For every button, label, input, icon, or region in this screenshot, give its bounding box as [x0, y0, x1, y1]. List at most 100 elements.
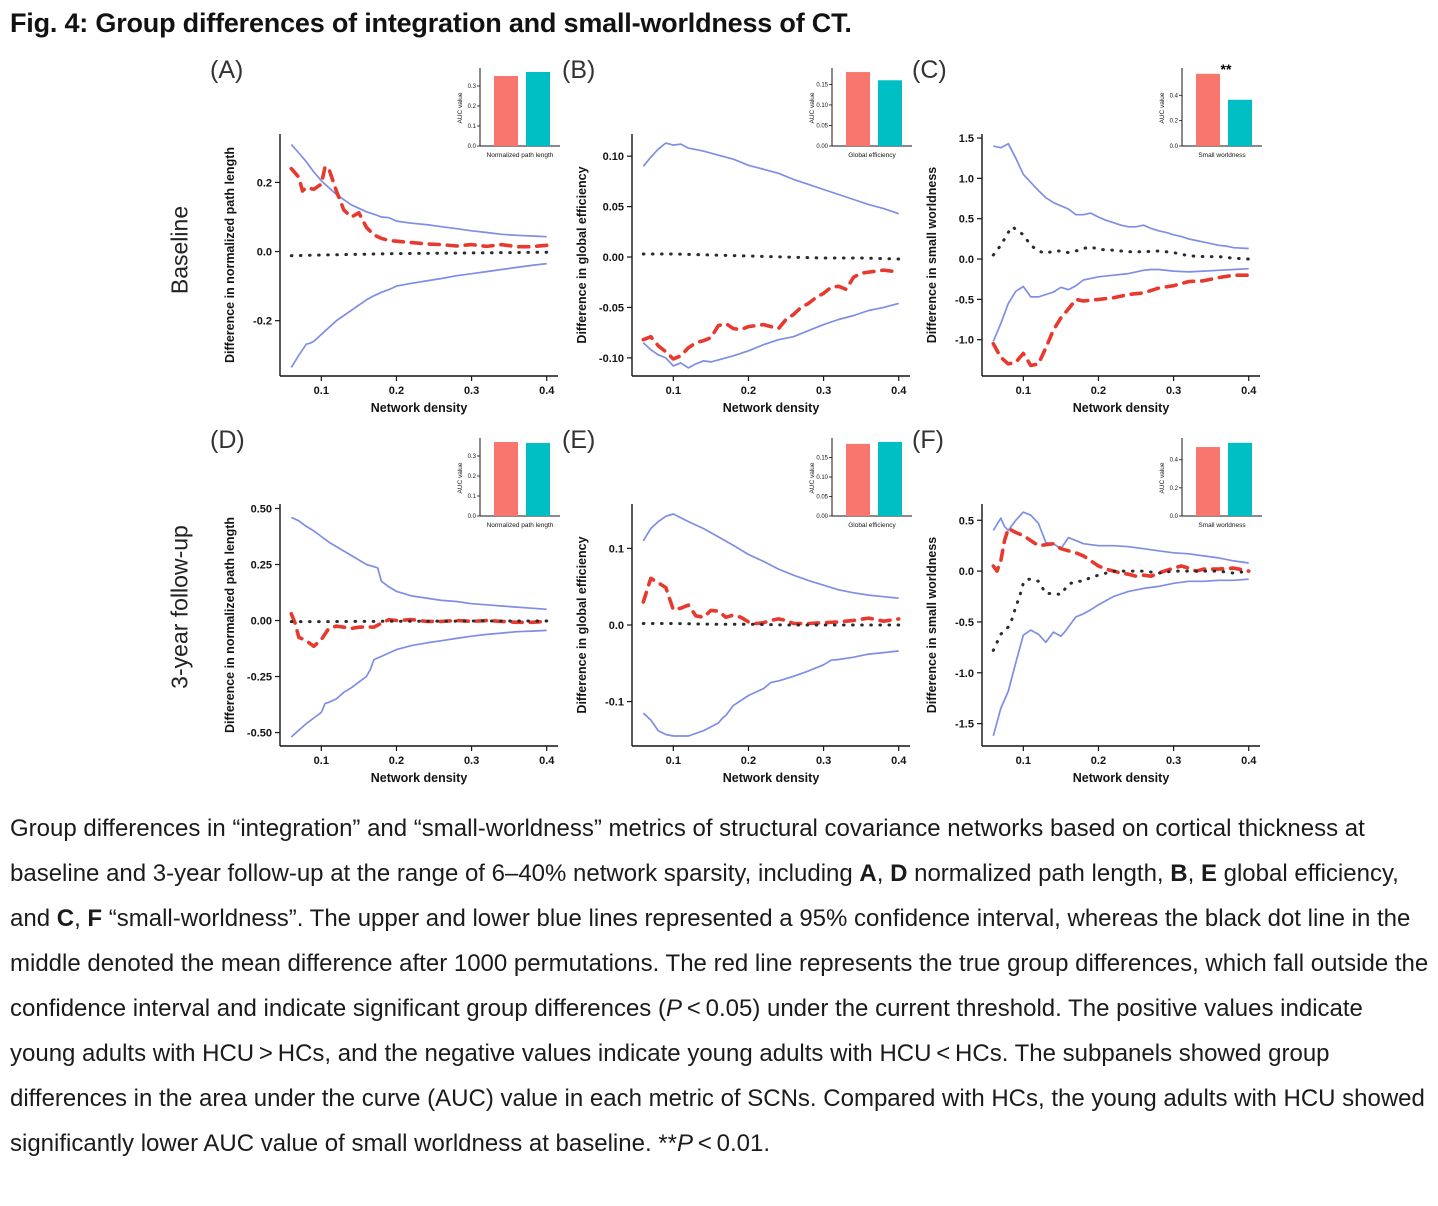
svg-text:0.10: 0.10: [603, 151, 624, 163]
svg-text:0.0: 0.0: [1170, 144, 1179, 150]
svg-text:-0.2: -0.2: [253, 316, 272, 328]
panel-c: (C) 1.5 1.0 0.5 0.0 -0.5 -1.0 0.1 0.2 0.3 0.4 Netw…: [912, 56, 1268, 424]
svg-text:Global efficiency: Global efficiency: [848, 522, 896, 529]
svg-text:0.1: 0.1: [314, 385, 329, 397]
svg-text:AUC value: AUC value: [809, 92, 816, 123]
svg-text:0.4: 0.4: [891, 755, 907, 767]
panel-c-chart: 1.5 1.0 0.5 0.0 -0.5 -1.0 0.1 0.2 0.3 0.4 Network …: [925, 133, 1260, 415]
svg-text:Network density: Network density: [371, 401, 468, 415]
svg-text:Difference in global efficienc: Difference in global efficiency: [575, 536, 589, 713]
svg-text:AUC value: AUC value: [457, 92, 464, 123]
svg-text:0.1: 0.1: [666, 755, 681, 767]
svg-text:0.0: 0.0: [468, 144, 477, 150]
svg-text:1.5: 1.5: [959, 133, 974, 145]
svg-text:0.4: 0.4: [1170, 93, 1179, 99]
panel-d-label: (D): [210, 426, 245, 454]
svg-text:Difference in normalized path: Difference in normalized path length: [223, 517, 237, 733]
svg-text:0.25: 0.25: [251, 560, 272, 572]
panel-e: (E) 0.1 0.0 -0.1 0.1 0.2 0.3 0.4 Network densit…: [562, 426, 918, 794]
svg-text:0.05: 0.05: [816, 495, 828, 501]
svg-text:0.00: 0.00: [816, 144, 828, 150]
svg-text:Normalized path length: Normalized path length: [487, 152, 554, 159]
panel-f-label: (F): [912, 426, 944, 454]
svg-text:0.2: 0.2: [257, 177, 272, 189]
panel-b-chart: 0.10 0.05 0.00 -0.05 -0.10 0.1 0.2 0.3 0.4 Networ…: [575, 134, 910, 415]
svg-text:0.00: 0.00: [816, 514, 828, 520]
svg-text:-1.0: -1.0: [955, 335, 974, 347]
svg-text:0.05: 0.05: [816, 123, 828, 129]
svg-text:0.10: 0.10: [816, 475, 828, 481]
svg-text:-0.1: -0.1: [605, 697, 624, 709]
svg-text:0.4: 0.4: [1170, 458, 1179, 464]
svg-text:AUC value: AUC value: [1159, 92, 1166, 123]
svg-text:Difference in small worldness: Difference in small worldness: [925, 537, 939, 713]
panel-c-label: (C): [912, 56, 947, 84]
svg-text:-1.0: -1.0: [955, 668, 974, 680]
svg-text:0.1: 0.1: [1016, 385, 1031, 397]
panel-d-chart: 0.50 0.25 0.00 -0.25 -0.50 0.1 0.2 0.3 0.4 Networ…: [223, 503, 558, 785]
svg-text:0.4: 0.4: [891, 385, 907, 397]
svg-text:Network density: Network density: [1073, 401, 1170, 415]
svg-text:0.3: 0.3: [816, 755, 831, 767]
svg-text:0.3: 0.3: [464, 385, 479, 397]
panel-a: (A) 0.2 0.0 -0.2 0.1 0.2 0.3 0.4 Network densit…: [210, 56, 566, 424]
panel-d-inset-bars: 0.0 0.1 0.2 0.3 Normalized path length AUC va…: [457, 438, 560, 529]
panel-a-chart: 0.2 0.0 -0.2 0.1 0.2 0.3 0.4 Network density Dif…: [223, 134, 558, 415]
svg-text:Network density: Network density: [371, 771, 468, 785]
svg-text:AUC value: AUC value: [809, 462, 816, 493]
svg-text:0.00: 0.00: [251, 616, 272, 628]
svg-text:-0.10: -0.10: [599, 353, 624, 365]
figure-title: Fig. 4: Group differences of integration…: [10, 8, 852, 38]
panel-a-inset-bars: 0.0 0.1 0.2 0.3 Normalized path length AUC va…: [457, 68, 560, 159]
svg-text:-0.25: -0.25: [247, 672, 272, 684]
panel-f-inset-bars: 0.0 0.2 0.4 Small worldness AUC value: [1159, 438, 1262, 529]
svg-text:0.0: 0.0: [257, 247, 272, 259]
svg-text:0.1: 0.1: [468, 494, 477, 500]
svg-text:0.0: 0.0: [959, 566, 974, 578]
figure-panels: Baseline 3-year follow-up (A) 0.2 0.0 -0.2…: [0, 50, 1438, 806]
svg-text:Small worldness: Small worldness: [1198, 522, 1246, 529]
panel-e-chart: 0.1 0.0 -0.1 0.1 0.2 0.3 0.4 Network density Dif…: [575, 504, 910, 785]
svg-text:0.05: 0.05: [603, 202, 624, 214]
svg-text:0.50: 0.50: [251, 503, 272, 515]
svg-text:0.3: 0.3: [468, 454, 477, 460]
svg-text:0.2: 0.2: [389, 755, 404, 767]
svg-text:0.4: 0.4: [1241, 385, 1257, 397]
svg-text:0.00: 0.00: [603, 252, 624, 264]
svg-text:0.0: 0.0: [1170, 514, 1179, 520]
svg-text:0.2: 0.2: [1091, 385, 1106, 397]
svg-text:0.3: 0.3: [468, 84, 477, 90]
svg-text:0.4: 0.4: [539, 385, 555, 397]
svg-text:0.4: 0.4: [539, 755, 555, 767]
svg-text:Network density: Network density: [723, 771, 820, 785]
panel-c-inset-bars: 0.0 0.2 0.4 Small worldness AUC value **: [1159, 62, 1262, 159]
svg-text:0.1: 0.1: [666, 385, 681, 397]
row-label-followup: 3-year follow-up: [166, 525, 193, 689]
svg-text:0.0: 0.0: [609, 620, 624, 632]
panel-f: (F) 0.5 0.0 -0.5 -1.0 -1.5 0.1 0.2 0.3 0.4 Networ…: [912, 426, 1268, 794]
svg-text:0.2: 0.2: [389, 385, 404, 397]
panel-e-label: (E): [562, 426, 596, 454]
svg-text:0.5: 0.5: [959, 214, 974, 226]
svg-text:-0.50: -0.50: [247, 728, 272, 740]
svg-text:0.0: 0.0: [468, 514, 477, 520]
svg-text:0.3: 0.3: [1166, 755, 1181, 767]
svg-text:**: **: [1221, 62, 1232, 77]
svg-text:0.1: 0.1: [468, 124, 477, 130]
svg-text:0.2: 0.2: [1170, 486, 1179, 492]
panel-e-inset-bars: 0.00 0.05 0.10 0.15 Global efficiency AUC val…: [809, 438, 912, 529]
svg-text:Difference in global efficienc: Difference in global efficiency: [575, 166, 589, 343]
svg-text:Difference in normalized path: Difference in normalized path length: [223, 147, 237, 363]
panel-b-inset-bars: 0.00 0.05 0.10 0.15 Global efficiency AUC val…: [809, 68, 912, 159]
svg-text:0.2: 0.2: [741, 755, 756, 767]
svg-text:0.15: 0.15: [816, 456, 828, 462]
svg-text:0.10: 0.10: [816, 103, 828, 109]
svg-text:0.2: 0.2: [741, 385, 756, 397]
svg-text:AUC value: AUC value: [457, 462, 464, 493]
panel-a-label: (A): [210, 56, 244, 84]
svg-text:1.0: 1.0: [959, 173, 974, 185]
svg-text:0.1: 0.1: [609, 543, 624, 555]
svg-text:0.15: 0.15: [816, 82, 828, 88]
panel-f-chart: 0.5 0.0 -0.5 -1.0 -1.5 0.1 0.2 0.3 0.4 Network de…: [925, 504, 1260, 785]
panel-d: (D) 0.50 0.25 0.00 -0.25 -0.50 0.1 0.2 0.3 0.4 Ne…: [210, 426, 566, 794]
